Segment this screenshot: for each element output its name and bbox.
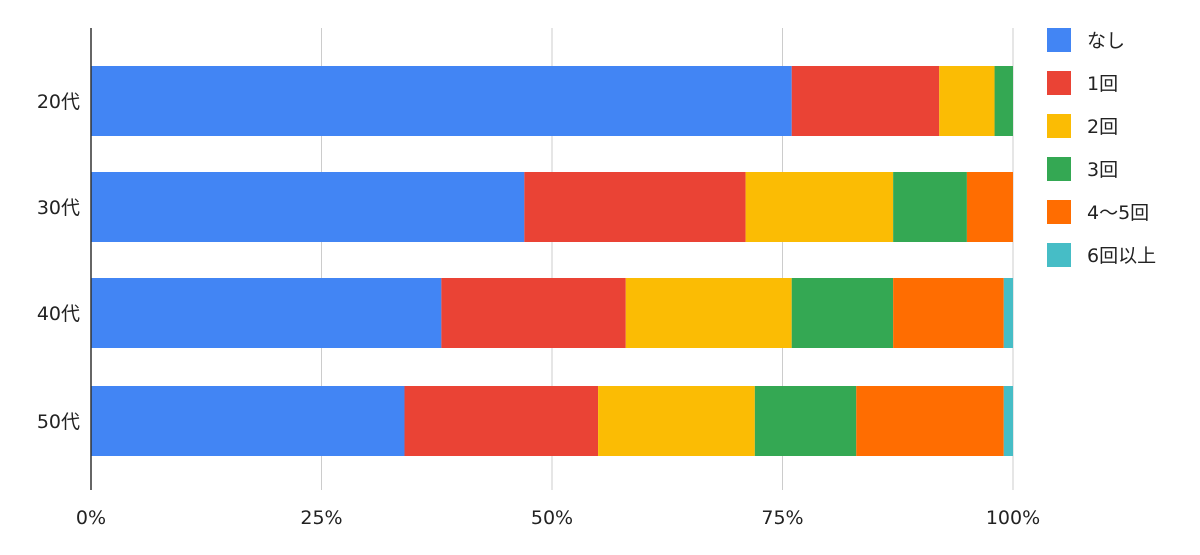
bar-segment	[1003, 278, 1013, 348]
x-tick-label: 25%	[300, 507, 342, 529]
bar-segment	[791, 66, 940, 136]
x-tick-label: 50%	[531, 507, 573, 529]
bar-segment	[91, 66, 792, 136]
x-tick-label: 0%	[76, 507, 106, 529]
x-tick-labels: 0% 25% 50% 75% 100%	[76, 507, 1040, 529]
bar-segment	[856, 386, 1004, 456]
bar-segment	[1003, 386, 1013, 456]
legend-swatch	[1047, 28, 1071, 52]
legend-label: 2回	[1087, 116, 1118, 138]
bar-segment	[91, 172, 525, 242]
legend-item[interactable]: 3回	[1047, 157, 1118, 181]
bar-segment	[441, 278, 626, 348]
category-label: 50代	[37, 411, 80, 433]
legend-item[interactable]: なし	[1047, 28, 1125, 52]
bar-segment	[939, 66, 995, 136]
x-tick-label: 75%	[761, 507, 803, 529]
bar-segment	[91, 278, 442, 348]
bar-segment	[524, 172, 746, 242]
legend-swatch	[1047, 71, 1071, 95]
legend-label: 6回以上	[1087, 245, 1156, 267]
bar-segment	[625, 278, 792, 348]
bar-segment	[791, 278, 894, 348]
legend-swatch	[1047, 200, 1071, 224]
bar-segment	[994, 66, 1013, 136]
bar-segment	[754, 386, 857, 456]
bars	[91, 66, 1013, 456]
legend-item[interactable]: 1回	[1047, 71, 1118, 95]
category-label: 20代	[37, 91, 80, 113]
bar-segment	[966, 172, 1013, 242]
legend-label: 4〜5回	[1087, 202, 1149, 224]
bar-segment	[745, 172, 894, 242]
legend-label: 3回	[1087, 159, 1118, 181]
x-tick-label: 100%	[986, 507, 1040, 529]
bar-segment	[598, 386, 755, 456]
legend-item[interactable]: 4〜5回	[1047, 200, 1149, 224]
category-label: 40代	[37, 303, 80, 325]
legend-label: 1回	[1087, 73, 1118, 95]
bar-segment	[91, 386, 405, 456]
legend-swatch	[1047, 243, 1071, 267]
legend-item[interactable]: 2回	[1047, 114, 1118, 138]
category-label: 30代	[37, 197, 80, 219]
legend[interactable]: なし 1回 2回 3回 4〜5回 6回以上	[1047, 28, 1156, 267]
bar-segment	[893, 172, 967, 242]
legend-label: なし	[1087, 30, 1125, 52]
legend-swatch	[1047, 114, 1071, 138]
legend-swatch	[1047, 157, 1071, 181]
legend-item[interactable]: 6回以上	[1047, 243, 1156, 267]
category-labels: 20代 30代 40代 50代	[37, 91, 80, 433]
bar-segment	[893, 278, 1004, 348]
bar-segment	[404, 386, 599, 456]
